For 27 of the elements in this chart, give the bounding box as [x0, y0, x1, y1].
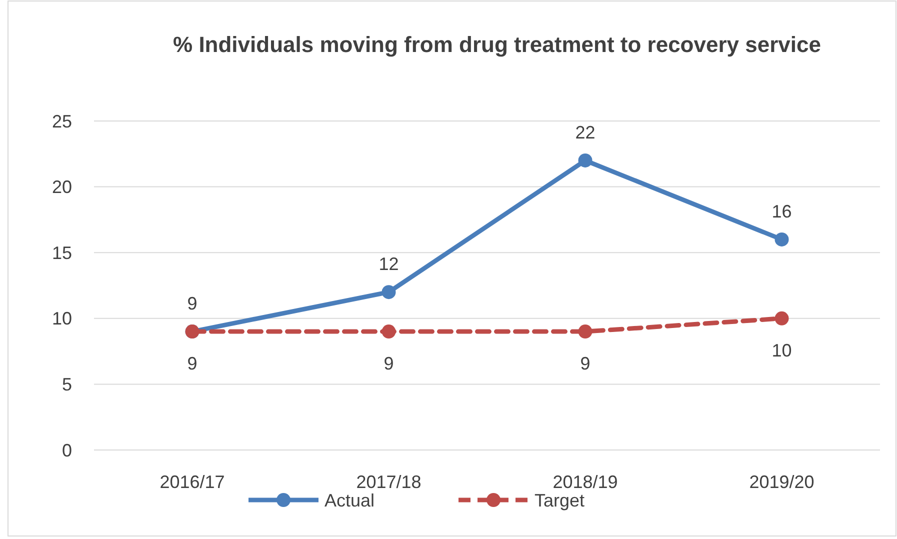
- point: [382, 285, 396, 300]
- legend-label: Actual: [324, 490, 375, 510]
- x-tick-label: 2018/19: [552, 472, 618, 492]
- x-tick-label: 2019/20: [749, 472, 814, 492]
- y-tick-label: 10: [52, 308, 72, 329]
- point: [578, 153, 592, 168]
- point: [774, 232, 789, 246]
- chart-title: % Individuals moving from drug treatment to recovery service: [173, 32, 821, 57]
- data-label: 9: [384, 354, 394, 374]
- data-label: 10: [772, 340, 792, 360]
- data-label: 22: [575, 122, 596, 142]
- x-tick-label: 2017/18: [356, 472, 422, 492]
- x-tick-label: 2016/17: [160, 472, 225, 492]
- y-tick-label: 20: [52, 177, 72, 198]
- data-label: 9: [580, 354, 590, 374]
- y-tick-label: 15: [52, 242, 72, 263]
- point: [382, 324, 396, 339]
- y-tick-label: 5: [62, 374, 72, 394]
- data-label: 16: [772, 201, 792, 222]
- point: [774, 311, 789, 326]
- data-label: 9: [187, 294, 198, 314]
- data-label: 12: [378, 254, 399, 274]
- legend-label: Target: [534, 490, 585, 510]
- y-tick-label: 25: [52, 111, 72, 132]
- data-label: 9: [187, 354, 198, 374]
- point: [578, 324, 592, 339]
- y-tick-label: 0: [62, 440, 72, 460]
